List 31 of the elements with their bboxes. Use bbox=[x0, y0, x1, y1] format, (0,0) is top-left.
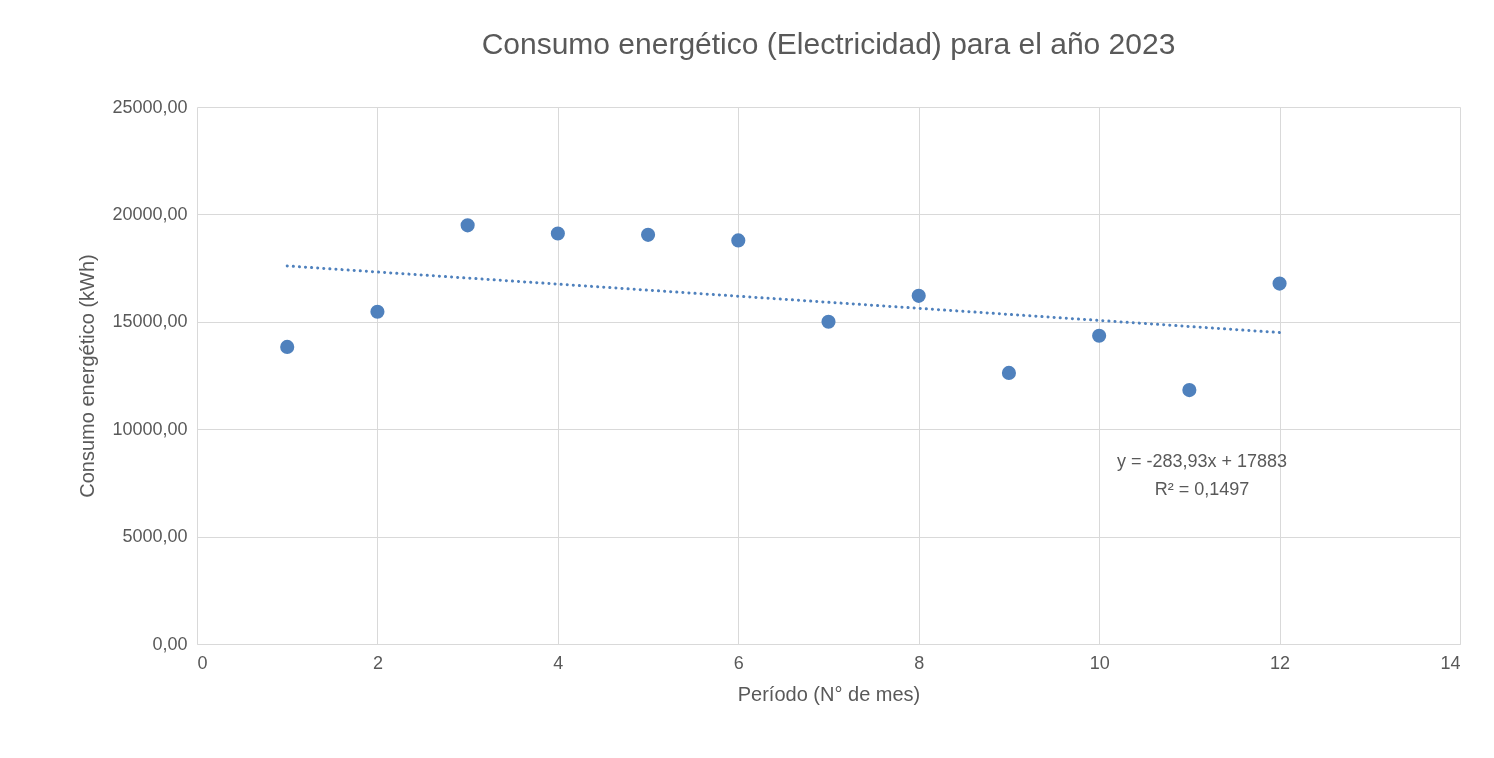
point bbox=[911, 288, 926, 303]
y-tick-label: 0,00 bbox=[152, 633, 188, 654]
x-tick-label: 8 bbox=[914, 652, 925, 673]
annotation: R² = 0,1497 bbox=[1154, 479, 1250, 499]
y-tick-label: 15000,00 bbox=[112, 311, 188, 332]
point bbox=[641, 227, 656, 242]
point bbox=[821, 314, 836, 329]
point bbox=[550, 226, 565, 241]
x-tick-label: 0 bbox=[197, 652, 208, 673]
y-tick-label: 20000,00 bbox=[112, 203, 188, 224]
x-tick-label: 14 bbox=[1440, 652, 1461, 673]
point bbox=[280, 339, 295, 354]
point bbox=[1092, 328, 1107, 343]
annotation: y = -283,93x + 17883 bbox=[1116, 451, 1288, 471]
y-axis-title: Consumo energético (kWh) bbox=[76, 254, 99, 498]
x-tick-label: 2 bbox=[372, 652, 383, 673]
point bbox=[731, 233, 746, 248]
point bbox=[460, 218, 475, 233]
x-tick-label: 4 bbox=[553, 652, 564, 673]
point bbox=[1182, 383, 1197, 398]
x-tick-label: 12 bbox=[1270, 652, 1291, 673]
x-axis-title: Período (N° de mes) bbox=[737, 682, 921, 705]
chart-title: Consumo energético (Electricidad) para el año 2023 bbox=[481, 27, 1176, 60]
point bbox=[1272, 276, 1287, 291]
x-tick-label: 6 bbox=[733, 652, 744, 673]
y-tick-label: 10000,00 bbox=[112, 418, 188, 439]
point bbox=[1001, 365, 1016, 380]
y-tick-label: 5000,00 bbox=[122, 526, 188, 547]
y-tick-label: 25000,00 bbox=[112, 96, 188, 117]
point bbox=[370, 304, 385, 319]
x-tick-label: 10 bbox=[1089, 652, 1110, 673]
